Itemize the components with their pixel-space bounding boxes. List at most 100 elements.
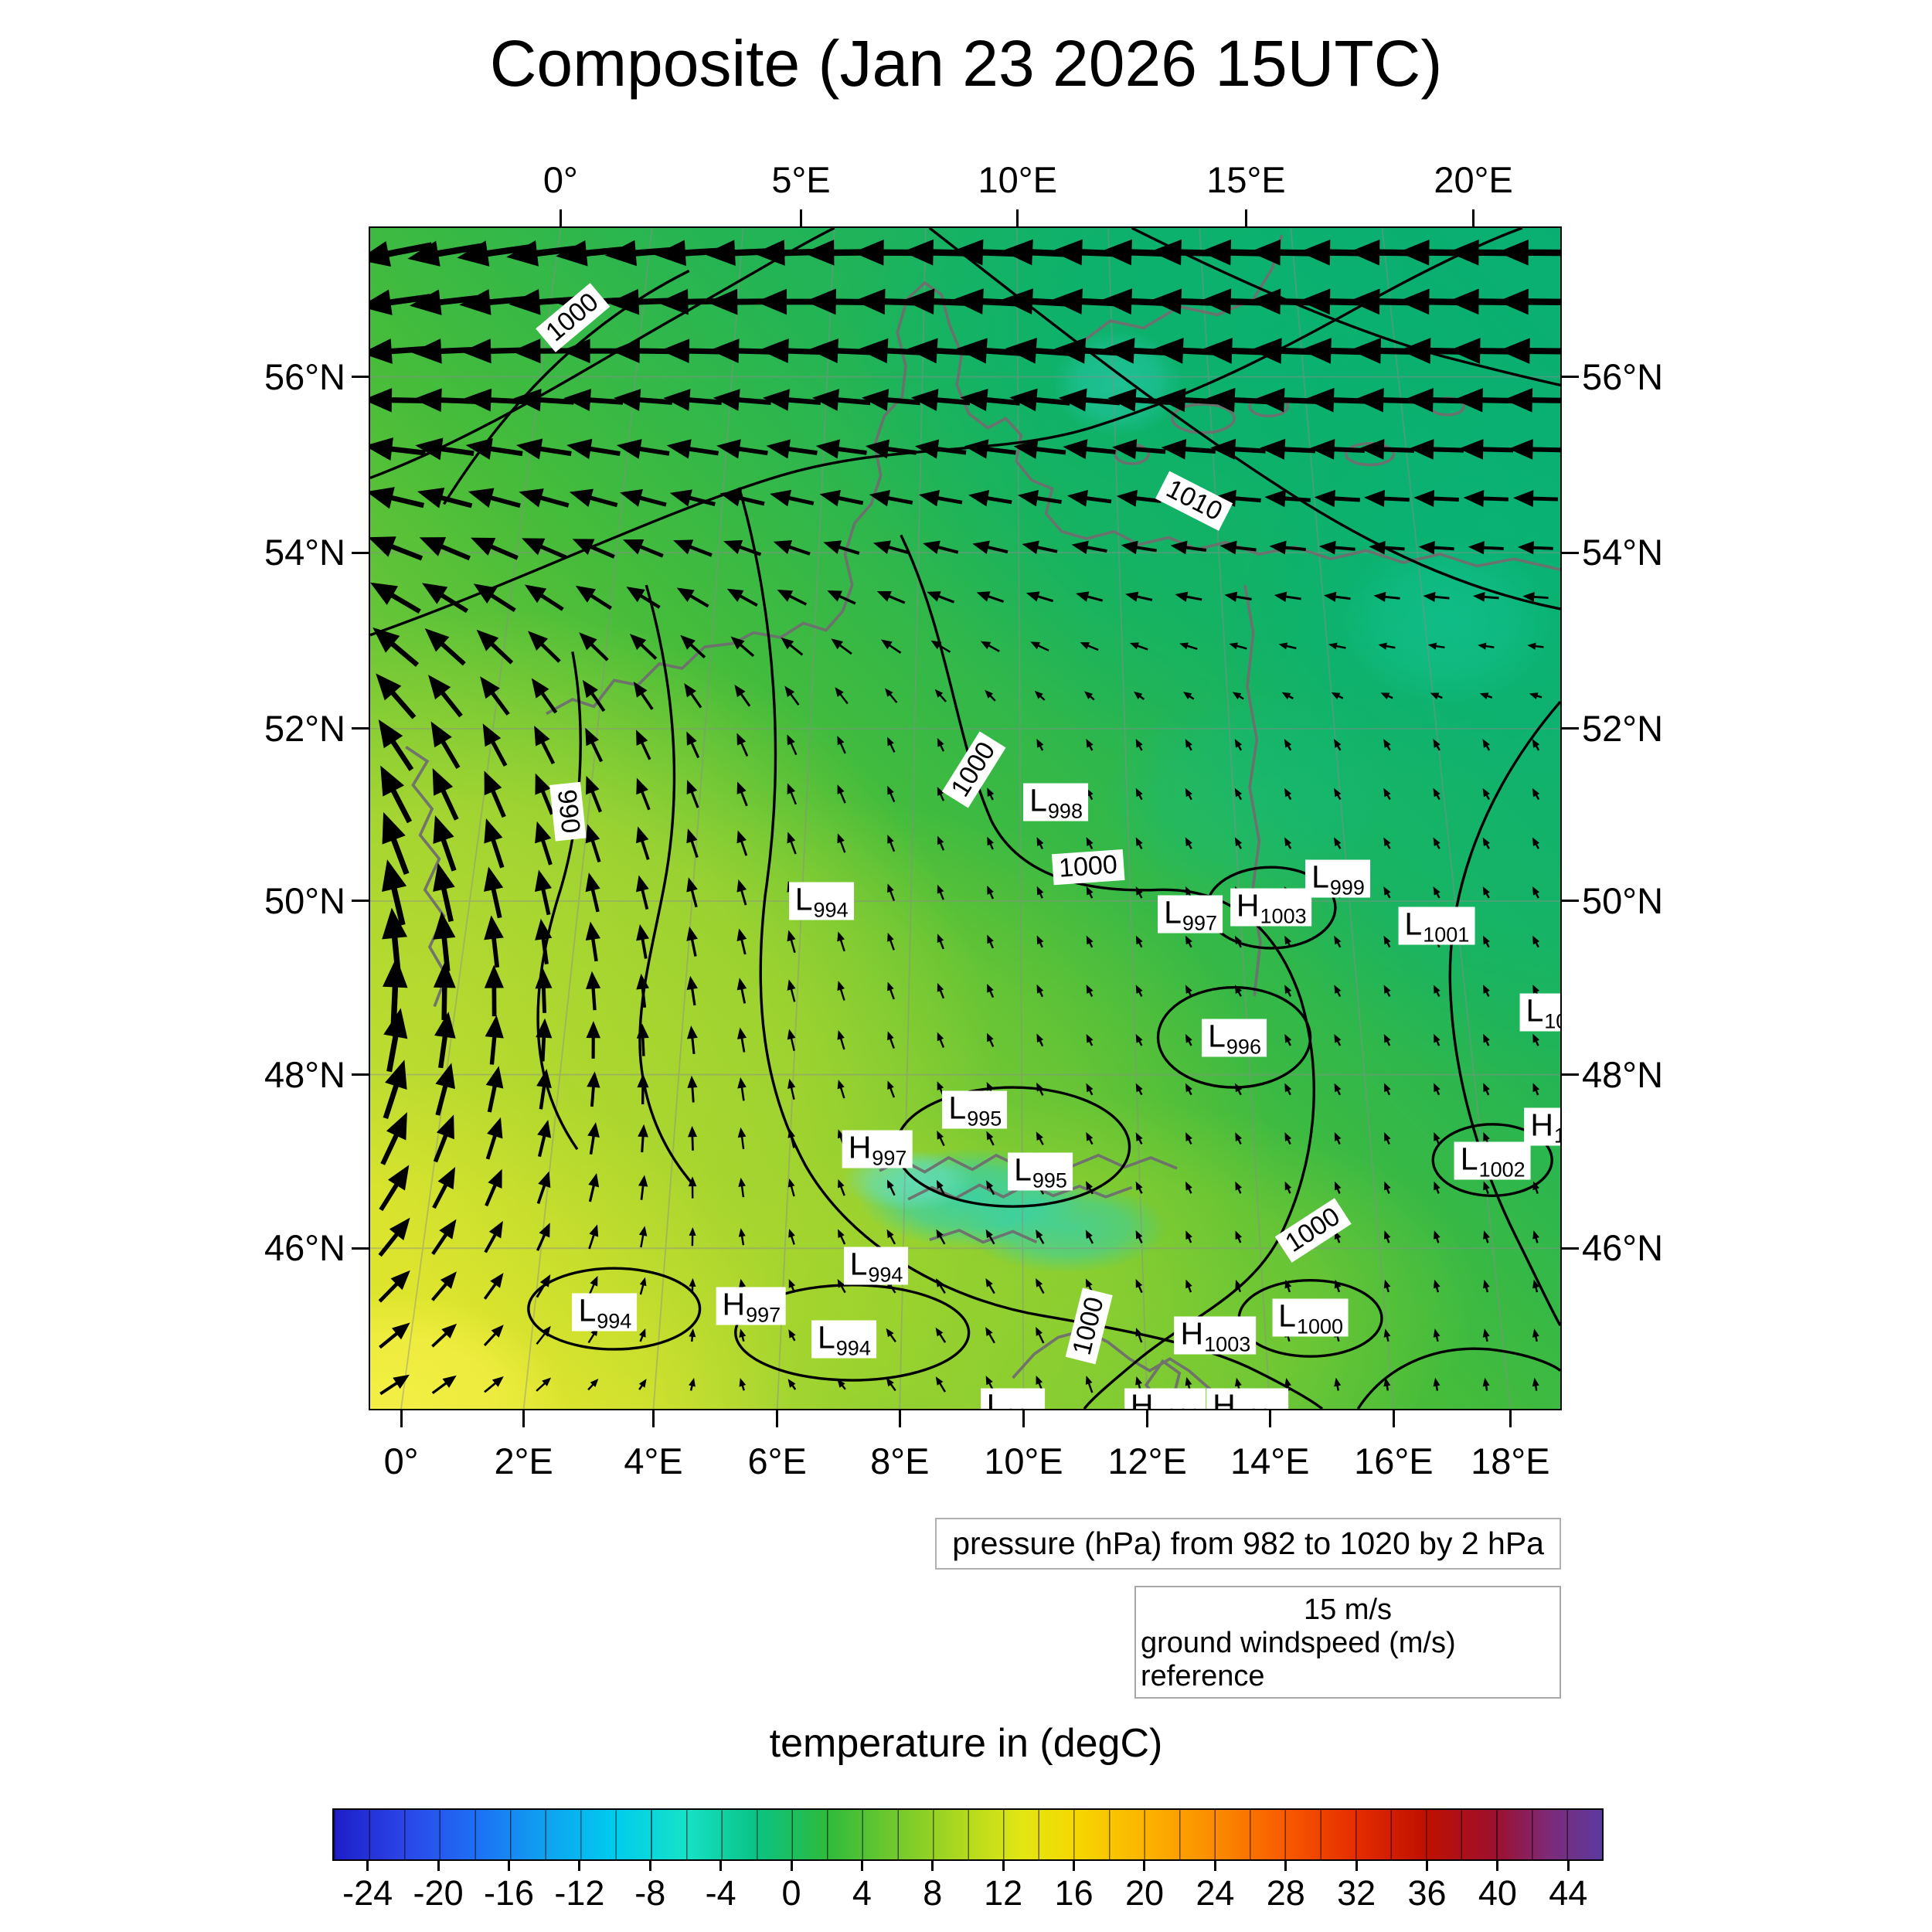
lat-tick-label-left: 56°N (264, 355, 345, 397)
pressure-center-type: H (1130, 1387, 1154, 1409)
colorbar-tick-mark (1355, 1861, 1358, 1871)
pressure-center-label: L996 (1202, 1019, 1267, 1057)
colorbar-tick-mark (790, 1861, 793, 1871)
lat-tick-label-right: 52°N (1582, 707, 1664, 749)
lat-tick-left (352, 376, 370, 379)
lon-tick-bottom (522, 1409, 526, 1427)
pressure-center-value: 1003 (1260, 904, 1307, 928)
pressure-center-label: L1005 (1519, 992, 1560, 1033)
pressure-center-type: H (848, 1129, 872, 1165)
lon-tick-label-top: 5°E (771, 159, 831, 200)
pressure-center-label: L994 (811, 1320, 876, 1359)
colorbar-tick-mark (578, 1861, 581, 1871)
colorbar-tick-label: -12 (554, 1873, 605, 1913)
lat-tick-right (1560, 727, 1579, 730)
lon-tick-top (799, 209, 802, 228)
lat-tick-right (1560, 551, 1579, 554)
pressure-center-value: 1005 (1544, 1009, 1560, 1033)
pressure-center-value: 999 (1329, 876, 1365, 900)
wind-reference-speed: 15 m/s (1303, 1594, 1393, 1626)
colorbar-tick-mark (648, 1861, 651, 1871)
pressure-center-type: L (794, 881, 813, 917)
colorbar-tick-label: 12 (984, 1873, 1023, 1913)
lon-tick-bottom (400, 1409, 403, 1427)
lon-tick-label-bottom: 10°E (984, 1440, 1063, 1481)
lon-tick-bottom (1022, 1409, 1025, 1427)
pressure-center-label: H1003 (1230, 888, 1312, 928)
pressure-center-label: L998 (1023, 783, 1088, 821)
pressure-center-type: L (1278, 1298, 1296, 1334)
lon-tick-label-bottom: 12°E (1107, 1440, 1187, 1481)
pressure-center-type: L (1460, 1141, 1478, 1177)
colorbar-tick-label: 16 (1054, 1873, 1094, 1913)
colorbar-tick-label: 32 (1337, 1873, 1376, 1913)
lon-tick-top (559, 209, 562, 228)
pressure-center-label: L1002 (1454, 1141, 1531, 1182)
pressure-center-type: L (1029, 782, 1047, 818)
lat-tick-label-right: 54°N (1582, 532, 1664, 573)
pressure-center-type: L (986, 1387, 1005, 1409)
colorbar-tick-label: -24 (342, 1873, 393, 1913)
lon-tick-bottom (652, 1409, 655, 1427)
pressure-center-type: H (1213, 1387, 1236, 1409)
pressure-center-value: 995 (1032, 1168, 1067, 1192)
colorbar-tick-mark (437, 1861, 440, 1871)
pressure-center-label: H1004 (1206, 1387, 1288, 1409)
pressure-center-type: L (1311, 859, 1329, 895)
colorbar-tick-label: 0 (781, 1873, 801, 1913)
wind-reference-caption: ground windspeed (m/s) reference (1141, 1627, 1456, 1692)
colorbar-tick-label: -20 (413, 1873, 464, 1913)
lat-tick-label-left: 52°N (264, 707, 345, 749)
lon-tick-bottom (898, 1409, 901, 1427)
colorbar-tick-label: -4 (705, 1873, 736, 1913)
colorbar-tick-mark (931, 1861, 934, 1871)
pressure-center-label: H1003 (1174, 1316, 1257, 1355)
pressure-center-type: L (1526, 992, 1544, 1029)
lon-tick-label-bottom: 18°E (1471, 1440, 1550, 1481)
colorbar-tick-mark (719, 1861, 723, 1871)
lat-tick-left (352, 1073, 370, 1077)
lon-tick-label-bottom: 0° (383, 1440, 419, 1481)
lat-tick-right (1560, 376, 1579, 379)
colorbar-tick-mark (1213, 1861, 1216, 1871)
lon-tick-bottom (776, 1409, 779, 1427)
lon-tick-label-top: 10°E (978, 159, 1057, 200)
pressure-caption: pressure (hPa) from 982 to 1020 by 2 hPa (935, 1518, 1561, 1570)
colorbar-tick-mark (1143, 1861, 1146, 1871)
pressure-center-label: L995 (1008, 1152, 1073, 1192)
lon-tick-label-bottom: 4°E (624, 1440, 683, 1481)
colorbar-tick-label: 20 (1124, 1873, 1164, 1913)
wind-reference-legend: 15 m/s ground windspeed (m/s) reference (1134, 1586, 1561, 1699)
colorbar-tick-label: 8 (923, 1873, 943, 1913)
lat-tick-right (1560, 900, 1579, 903)
colorbar-tick-mark (860, 1861, 863, 1871)
colorbar-tick-mark (366, 1861, 369, 1871)
pressure-center-value: 995 (967, 1107, 1002, 1131)
pressure-center-value: 1000 (1296, 1315, 1344, 1338)
temperature-colorbar (332, 1808, 1604, 1861)
colorbar-tick-label: 4 (852, 1873, 872, 1913)
pressure-center-value: 994 (1005, 1405, 1039, 1409)
pressure-center-value: 1002 (1478, 1158, 1526, 1182)
colorbar-tick-mark (1002, 1861, 1005, 1871)
lon-tick-top (1472, 209, 1475, 228)
lat-tick-label-left: 48°N (264, 1053, 345, 1095)
pressure-center-value: 997 (872, 1146, 907, 1170)
pressure-center-label: L994 (788, 881, 854, 920)
pressure-center-label: H997 (842, 1130, 913, 1168)
figure-title: Composite (Jan 23 2026 15UTC) (489, 27, 1443, 100)
pressure-center-label: L997 (1158, 895, 1223, 934)
colorbar-tick-mark (1426, 1861, 1429, 1871)
pressure-center-value: 1001 (1423, 923, 1470, 947)
lat-tick-label-left: 46°N (264, 1227, 345, 1269)
lon-tick-label-top: 20°E (1434, 159, 1513, 200)
lat-tick-left (352, 1247, 370, 1250)
lon-tick-bottom (1146, 1409, 1149, 1427)
lon-tick-label-top: 15°E (1206, 159, 1286, 200)
colorbar-tick-label: 24 (1196, 1873, 1235, 1913)
graticule-layer (370, 228, 1560, 1409)
weather-map: L998L999L994L997H1003L1001L1005L996L995H… (369, 226, 1562, 1410)
colorbar-tick-mark (1496, 1861, 1499, 1871)
pressure-center-value: 994 (597, 1309, 632, 1333)
pressure-center-label: H1003 (1124, 1387, 1206, 1409)
